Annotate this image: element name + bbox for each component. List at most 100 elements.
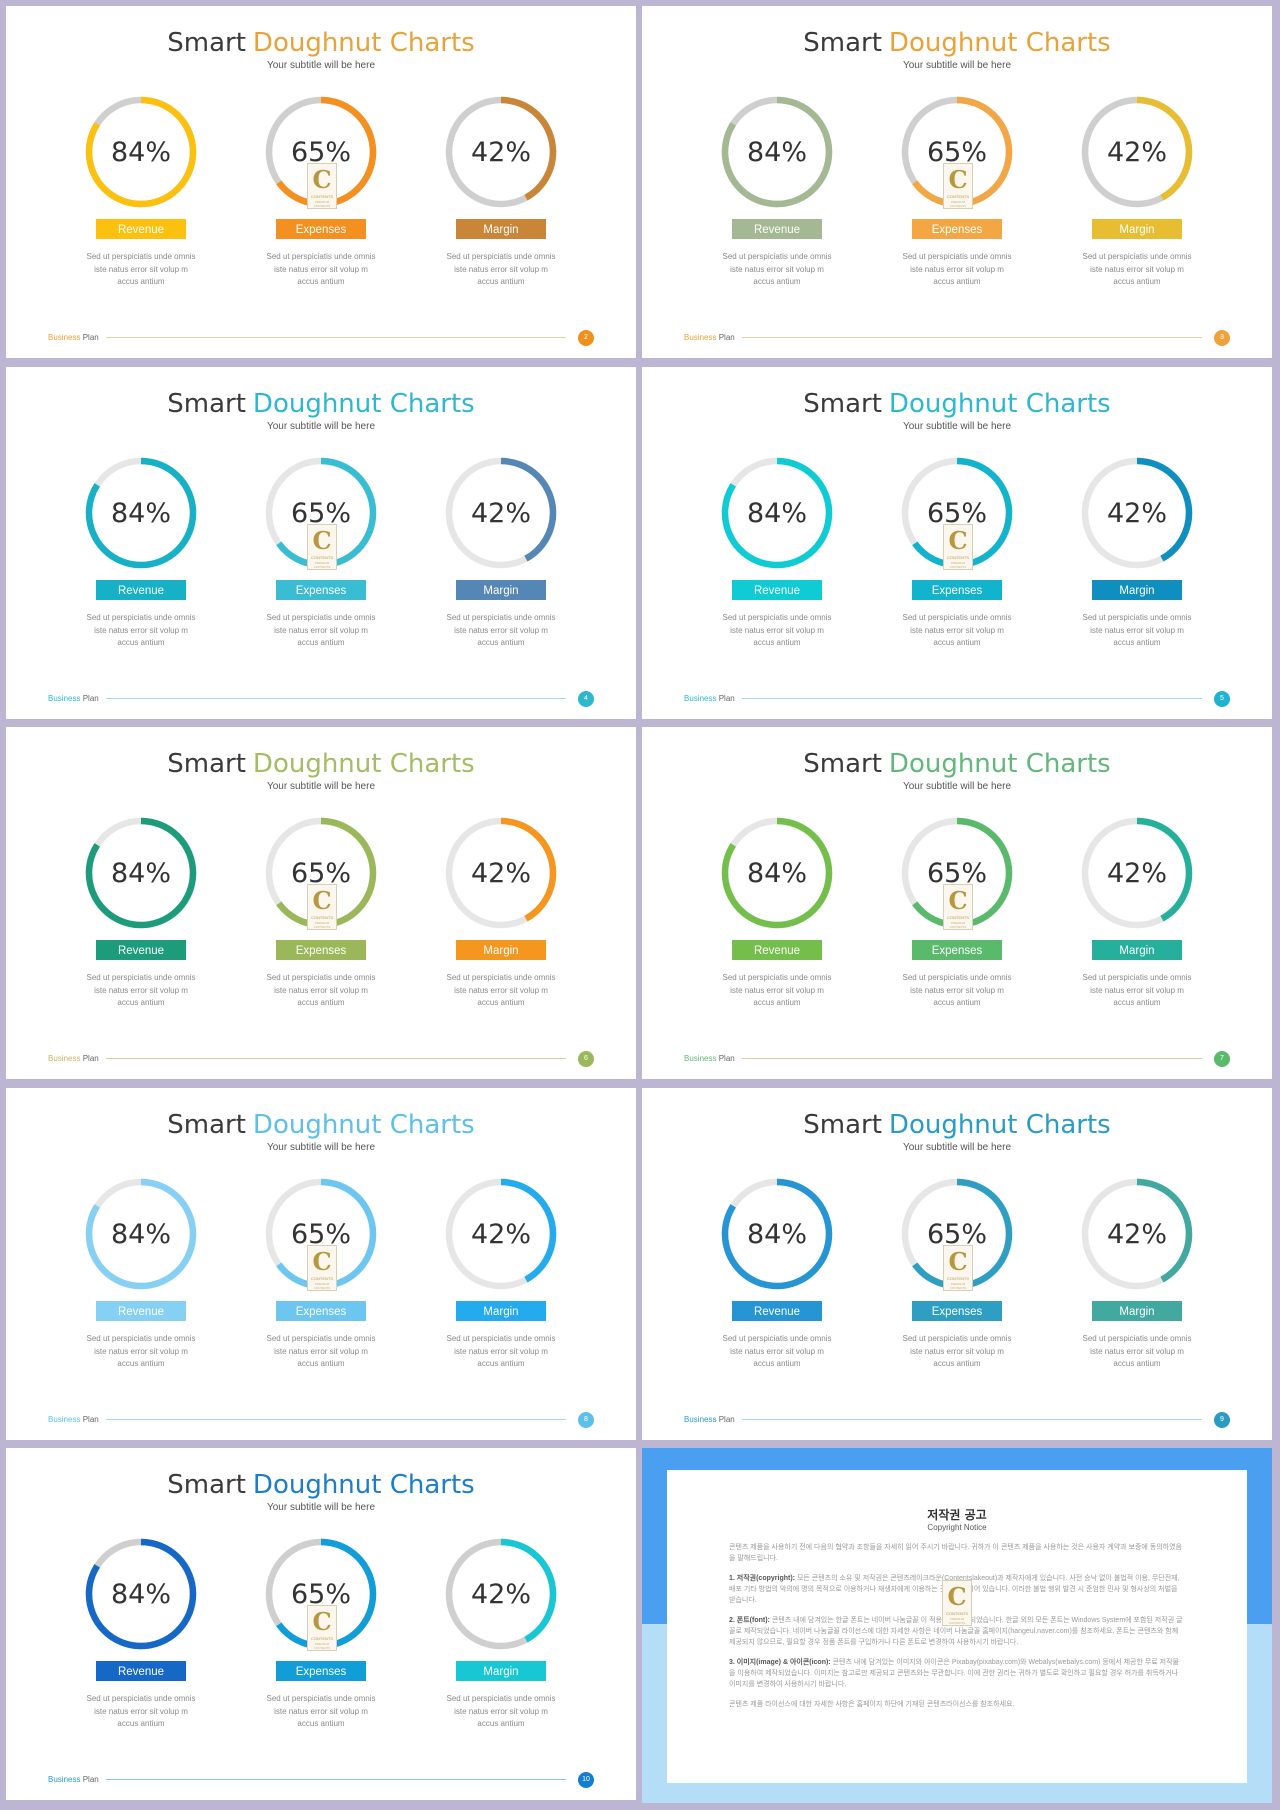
category-description: Sed ut perspiciatis unde omnis iste natus… [1052, 972, 1222, 1010]
doughnut-charts-svg: 84% Revenue 65% Expenses 42% Margin [721, 817, 1193, 960]
description-line: iste natus error sit volup m [274, 625, 368, 635]
category-label-box [732, 940, 822, 960]
page-number-badge: 4 [578, 691, 594, 707]
description-line: iste natus error sit volup m [274, 1706, 368, 1716]
doughnut-charts-svg: 84% Revenue 65% Expenses 42% Margin [85, 96, 557, 239]
description-line: accus antium [1113, 998, 1161, 1007]
logo-tag: PREMIUM CONTENTS [313, 921, 331, 929]
category-label-box [96, 1301, 186, 1321]
category-label: Margin [1119, 1306, 1154, 1318]
category-label-box [912, 580, 1002, 600]
description-line: Sed ut perspiciatis unde omnis [266, 973, 376, 982]
category-description: Sed ut perspiciatis unde omnis iste natus… [872, 251, 1042, 289]
description-line: iste natus error sit volup m [730, 625, 824, 635]
doughnut-slide: Smart Doughnut Charts Your subtitle will b… [642, 1088, 1272, 1440]
category-description: Sed ut perspiciatis unde omnis iste natus… [1052, 612, 1222, 650]
description-line: accus antium [753, 277, 801, 286]
description-line: Sed ut perspiciatis unde omnis [86, 1694, 196, 1703]
description-line: accus antium [933, 998, 981, 1007]
copyright-slide: 저작권 공고 Copyright Notice 콘텐츠 제품을 사용하기 전에 … [642, 1448, 1272, 1803]
slide-title-highlight: Doughnut Charts [888, 1110, 1111, 1140]
description-line: Sed ut perspiciatis unde omnis [722, 1334, 832, 1343]
category-label-box [96, 1661, 186, 1681]
contents-logo: C CONTENTS PREMIUM CONTENTS [943, 1245, 973, 1291]
category-description: Sed ut perspiciatis unde omnis iste natus… [236, 1693, 406, 1731]
doughnut-value-label: 84% [111, 498, 171, 529]
description-line: accus antium [297, 998, 345, 1007]
slide-title: Smart Doughnut Charts [6, 1470, 636, 1500]
category-label-box [456, 940, 546, 960]
doughnut-value-label: 65% [927, 858, 987, 889]
description-line: accus antium [1113, 638, 1161, 647]
category-description: Sed ut perspiciatis unde omnis iste natus… [416, 1333, 586, 1371]
description-line: Sed ut perspiciatis unde omnis [446, 252, 556, 261]
description-line: accus antium [297, 638, 345, 647]
slide-subtitle: Your subtitle will be here [902, 781, 1012, 792]
doughnut-value-label: 84% [111, 858, 171, 889]
copyright-section-2-body: 콘텐츠 내에 담겨있는 한글 폰트는 네이버 나눔글꼴 이 적용되어 제작되었습… [729, 1617, 1183, 1646]
doughnut-arc-revenue [721, 817, 833, 929]
slide-subtitle: Your subtitle will be here [902, 60, 1012, 71]
description-line: iste natus error sit volup m [730, 985, 824, 995]
description-line: accus antium [117, 1719, 165, 1728]
logo-letter: C [948, 1247, 968, 1276]
footer-line [742, 698, 1202, 699]
category-label-box [1092, 940, 1182, 960]
description-line: iste natus error sit volup m [1090, 625, 1184, 635]
category-description: Sed ut perspiciatis unde omnis iste natus… [236, 1333, 406, 1371]
doughnut-arc-revenue [721, 96, 833, 208]
logo-name: CONTENTS [311, 194, 333, 199]
doughnut-value-label: 42% [471, 498, 531, 529]
footer-brand-a: Business [684, 1054, 717, 1063]
category-label: Margin [483, 945, 518, 957]
slide-title-highlight: Doughnut Charts [888, 389, 1111, 419]
description-line: iste natus error sit volup m [274, 264, 368, 274]
doughnut-value-label: 84% [111, 1579, 171, 1610]
description-line: iste natus error sit volup m [94, 1346, 188, 1356]
slide-title-lead: Smart [167, 1470, 246, 1500]
logo-tag: PREMIUM CONTENTS [313, 561, 331, 569]
slide-title: Smart Doughnut Charts [6, 1110, 636, 1140]
footer-brand: Business Plan [684, 333, 735, 342]
category-label: Expenses [296, 1666, 347, 1678]
doughnut-value-label: 84% [747, 858, 807, 889]
page-number-badge: 7 [1214, 1051, 1230, 1067]
logo-letter: C [947, 1582, 967, 1611]
category-label: Expenses [296, 945, 347, 957]
description-line: accus antium [1113, 277, 1161, 286]
description-line: Sed ut perspiciatis unde omnis [86, 613, 196, 622]
category-description: Sed ut perspiciatis unde omnis iste natus… [872, 612, 1042, 650]
doughnut-arc-margin [1081, 457, 1193, 569]
doughnut-value-label: 65% [291, 858, 351, 889]
slide-title: Smart Doughnut Charts [642, 1110, 1272, 1140]
description-line: Sed ut perspiciatis unde omnis [86, 973, 196, 982]
description-line: Sed ut perspiciatis unde omnis [266, 613, 376, 622]
doughnut-charts-svg: 84% Revenue 65% Expenses 42% Margin [85, 1178, 557, 1321]
description-line: accus antium [117, 1359, 165, 1368]
footer-brand-b: Plan [82, 1775, 99, 1784]
slide-title-highlight: Doughnut Charts [888, 749, 1111, 779]
doughnut-slide: Smart Doughnut Charts Your subtitle will b… [6, 6, 636, 358]
doughnut-slide: Smart Doughnut Charts Your subtitle will b… [642, 6, 1272, 358]
logo-name: CONTENTS [947, 1276, 969, 1281]
slide-title: Smart Doughnut Charts [642, 749, 1272, 779]
category-description: Sed ut perspiciatis unde omnis iste natus… [56, 972, 226, 1010]
footer-brand-b: Plan [718, 1054, 735, 1063]
page-number-badge: 3 [1214, 330, 1230, 346]
logo-letter: C [948, 526, 968, 555]
description-line: Sed ut perspiciatis unde omnis [722, 613, 832, 622]
slide-subtitle: Your subtitle will be here [902, 421, 1012, 432]
category-description: Sed ut perspiciatis unde omnis iste natus… [1052, 1333, 1222, 1371]
slide-title-highlight: Doughnut Charts [252, 1470, 475, 1500]
category-label: Margin [483, 1306, 518, 1318]
footer-brand-a: Business [48, 1775, 81, 1784]
doughnut-arc-margin [445, 1178, 557, 1290]
slide-subtitle: Your subtitle will be here [266, 421, 376, 432]
description-line: iste natus error sit volup m [1090, 985, 1184, 995]
category-label: Expenses [932, 585, 983, 597]
category-description: Sed ut perspiciatis unde omnis iste natus… [872, 972, 1042, 1010]
logo-tag: PREMIUM CONTENTS [949, 1282, 967, 1290]
category-label-box [732, 1301, 822, 1321]
description-line: accus antium [117, 277, 165, 286]
doughnut-arc-revenue [85, 1538, 197, 1650]
